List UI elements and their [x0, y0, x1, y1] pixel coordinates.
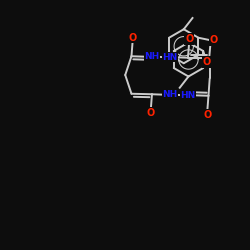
Text: NH: NH	[162, 90, 178, 99]
Text: HN: HN	[162, 53, 178, 62]
Text: O: O	[203, 110, 211, 120]
Text: O: O	[185, 34, 193, 44]
Text: NH: NH	[144, 52, 160, 61]
Text: HN: HN	[180, 91, 196, 100]
Text: O: O	[202, 57, 211, 67]
Text: O: O	[209, 35, 218, 45]
Text: O: O	[146, 108, 155, 118]
Text: O: O	[128, 32, 137, 42]
